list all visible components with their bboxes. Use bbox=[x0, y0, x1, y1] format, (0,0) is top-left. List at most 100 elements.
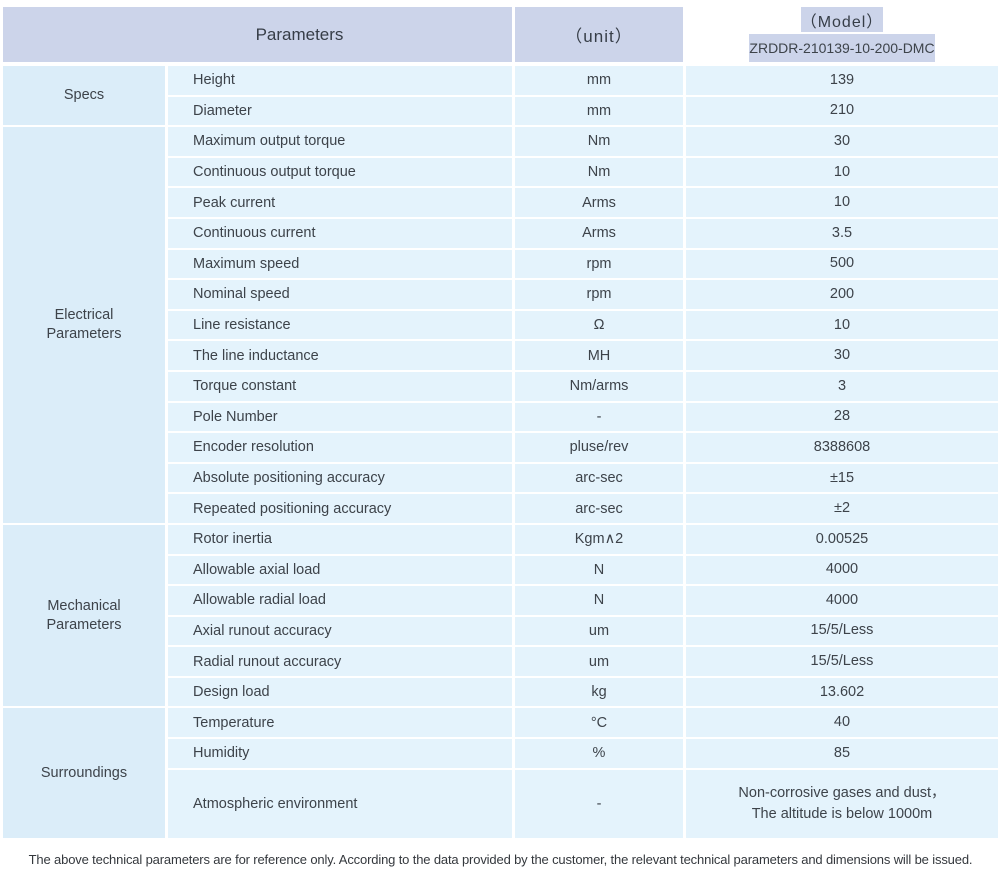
param-cell: Pole Number bbox=[168, 402, 512, 432]
table-row: Repeated positioning accuracy arc-sec ±2 bbox=[168, 494, 998, 523]
param-cell: Line resistance bbox=[168, 310, 512, 340]
param-cell: Axial runout accuracy bbox=[168, 616, 512, 646]
table-row: Allowable axial load N 4000 bbox=[168, 555, 998, 585]
value-cell: 15/5/Less bbox=[686, 647, 998, 676]
unit-cell: Ω bbox=[515, 310, 683, 340]
table-row: Temperature °C 40 bbox=[168, 708, 998, 738]
value-cell: 28 bbox=[686, 402, 998, 432]
param-cell: Allowable radial load bbox=[168, 586, 512, 615]
section-label-surroundings: Surroundings bbox=[3, 708, 165, 838]
unit-cell: um bbox=[515, 616, 683, 646]
table-row: Continuous output torque Nm 10 bbox=[168, 157, 998, 187]
value-cell: 4000 bbox=[686, 555, 998, 585]
header-model-value: ZRDDR-210139-10-200-DMC bbox=[749, 34, 935, 62]
table-row: Axial runout accuracy um 15/5/Less bbox=[168, 616, 998, 646]
unit-cell: mm bbox=[515, 96, 683, 126]
value-cell: 500 bbox=[686, 249, 998, 279]
unit-cell: pluse/rev bbox=[515, 433, 683, 462]
param-cell: Allowable axial load bbox=[168, 555, 512, 585]
unit-cell: °C bbox=[515, 708, 683, 738]
table-row: Nominal speed rpm 200 bbox=[168, 280, 998, 309]
table-row: Absolute positioning accuracy arc-sec ±15 bbox=[168, 463, 998, 493]
param-cell: Continuous output torque bbox=[168, 157, 512, 187]
unit-cell: Kgm∧2 bbox=[515, 524, 683, 554]
param-cell: Repeated positioning accuracy bbox=[168, 494, 512, 523]
section-label-specs: Specs bbox=[3, 66, 165, 126]
table-row: Peak current Arms 10 bbox=[168, 188, 998, 217]
section-rows: Temperature °C 40 Humidity% 85 Atmospheric en… bbox=[168, 708, 998, 838]
section-rows: Rotor inertia Kgm∧2 0.00525 Allowable axial… bbox=[168, 524, 998, 707]
unit-cell: Nm bbox=[515, 127, 683, 156]
footer-note: The above technical parameters are for r… bbox=[28, 851, 973, 867]
table-row: Continuous current Arms 3.5 bbox=[168, 218, 998, 248]
header-model-label: （Model） bbox=[800, 7, 884, 32]
unit-cell: arc-sec bbox=[515, 463, 683, 493]
value-cell: 40 bbox=[686, 708, 998, 738]
value-cell: 15/5/Less bbox=[686, 616, 998, 646]
param-cell: Continuous current bbox=[168, 218, 512, 248]
param-cell: Torque constant bbox=[168, 371, 512, 401]
value-cell: 8388608 bbox=[686, 433, 998, 462]
table-row: Line resistance Ω 10 bbox=[168, 310, 998, 340]
param-cell: Radial runout accuracy bbox=[168, 647, 512, 676]
unit-cell: N bbox=[515, 555, 683, 585]
table-row: Maximum speed rpm 500 bbox=[168, 249, 998, 279]
section-rows: Height mm 139 Diameter mm 210 bbox=[168, 66, 998, 126]
param-cell: The line inductance bbox=[168, 341, 512, 370]
unit-cell: % bbox=[515, 739, 683, 768]
table-row: Pole Number -28 bbox=[168, 402, 998, 432]
table-row: Atmospheric environment - Non-corrosive ga… bbox=[168, 769, 998, 838]
unit-cell: Nm bbox=[515, 157, 683, 187]
header-parameters: Parameters bbox=[3, 7, 512, 62]
unit-cell: mm bbox=[515, 66, 683, 95]
unit-cell: Arms bbox=[515, 218, 683, 248]
unit-cell: - bbox=[515, 402, 683, 432]
section-label-electrical-parameters: Electrical Parameters bbox=[3, 127, 165, 523]
value-cell: 10 bbox=[686, 310, 998, 340]
section-label-mechanical-parameters: Mechanical Parameters bbox=[3, 524, 165, 707]
value-cell: 30 bbox=[686, 127, 998, 156]
value-cell: 0.00525 bbox=[686, 524, 998, 554]
table-row: Diameter mm 210 bbox=[168, 96, 998, 126]
header-model: （Model） ZRDDR-210139-10-200-DMC bbox=[686, 7, 998, 62]
unit-cell: Nm/arms bbox=[515, 371, 683, 401]
value-cell: 10 bbox=[686, 188, 998, 217]
param-cell: Humidity bbox=[168, 739, 512, 768]
param-cell: Atmospheric environment bbox=[168, 769, 512, 838]
param-cell: Diameter bbox=[168, 96, 512, 126]
table-row: Radial runout accuracy um 15/5/Less bbox=[168, 647, 998, 676]
unit-cell: N bbox=[515, 586, 683, 615]
param-cell: Absolute positioning accuracy bbox=[168, 463, 512, 493]
value-cell: 30 bbox=[686, 341, 998, 370]
value-cell: 13.602 bbox=[686, 677, 998, 707]
param-cell: Design load bbox=[168, 677, 512, 707]
table-row: Design load kg 13.602 bbox=[168, 677, 998, 707]
value-cell: 3 bbox=[686, 371, 998, 401]
table-row: The line inductance MH 30 bbox=[168, 341, 998, 370]
value-cell: ±2 bbox=[686, 494, 998, 523]
section-mechanical-parameters: Mechanical Parameters Rotor inertia Kgm∧2 0… bbox=[3, 524, 998, 707]
header-unit: （unit） bbox=[515, 7, 683, 62]
param-cell: Encoder resolution bbox=[168, 433, 512, 462]
section-electrical-parameters: Electrical Parameters Maximum output torq… bbox=[3, 127, 998, 523]
table-row: Humidity% 85 bbox=[168, 739, 998, 768]
table-header: Parameters （unit） （Model） ZRDDR-210139-1… bbox=[3, 7, 998, 62]
table-row: Height mm 139 bbox=[168, 66, 998, 95]
value-cell: 139 bbox=[686, 66, 998, 95]
value-cell: ±15 bbox=[686, 463, 998, 493]
value-cell: 200 bbox=[686, 280, 998, 309]
unit-cell: - bbox=[515, 769, 683, 838]
section-rows: Maximum output torque Nm 30 Continuous outp… bbox=[168, 127, 998, 523]
table-row: Allowable radial load N 4000 bbox=[168, 586, 998, 615]
table-row: Torque constant Nm/arms 3 bbox=[168, 371, 998, 401]
value-cell: 10 bbox=[686, 157, 998, 187]
unit-cell: rpm bbox=[515, 249, 683, 279]
unit-cell: arc-sec bbox=[515, 494, 683, 523]
table-row: Rotor inertia Kgm∧2 0.00525 bbox=[168, 524, 998, 554]
table-row: Encoder resolution pluse/rev 8388608 bbox=[168, 433, 998, 462]
unit-cell: um bbox=[515, 647, 683, 676]
param-cell: Rotor inertia bbox=[168, 524, 512, 554]
value-cell: 85 bbox=[686, 739, 998, 768]
param-cell: Maximum speed bbox=[168, 249, 512, 279]
